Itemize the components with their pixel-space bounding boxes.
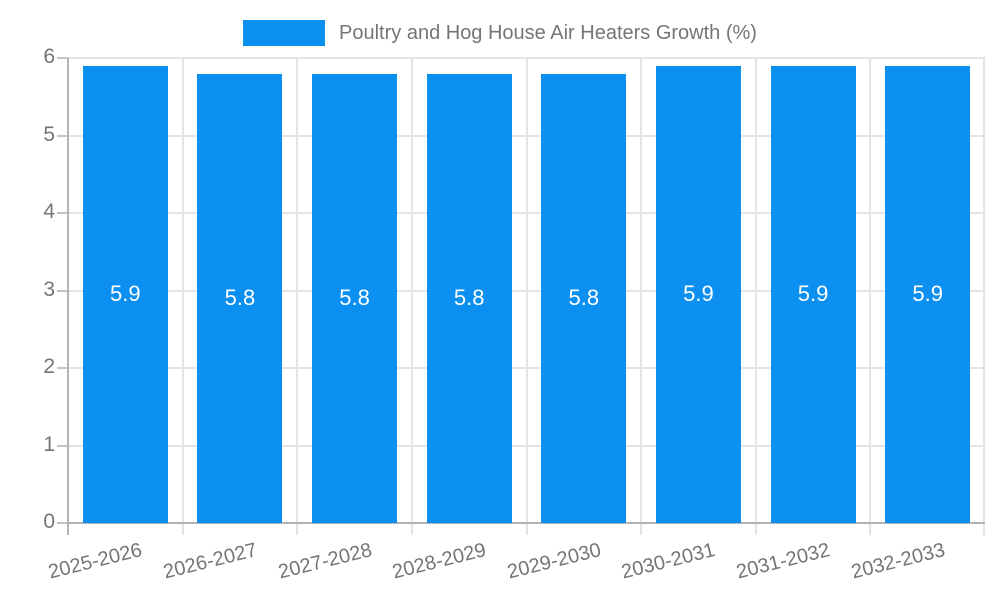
bar-value-label: 5.8: [339, 285, 370, 311]
bar-value-label: 5.8: [224, 285, 256, 311]
bar[interactable]: 5.9: [82, 65, 168, 523]
legend-swatch: [243, 20, 326, 46]
y-tick-mark: [57, 212, 68, 214]
x-axis-line: [67, 522, 985, 524]
bar-value-label: 5.9: [683, 281, 714, 307]
gridline-vertical: [983, 58, 985, 535]
y-tick-label: 0: [43, 510, 55, 533]
y-tick-label: 2: [43, 355, 55, 378]
legend: Poultry and Hog House Air Heaters Growth…: [0, 20, 1000, 46]
bar[interactable]: 5.8: [426, 73, 512, 523]
y-tick-label: 3: [43, 277, 55, 301]
y-tick-label: 6: [43, 45, 55, 68]
y-tick-label: 4: [43, 200, 55, 223]
x-tick-label: 2032-2033: [848, 539, 948, 584]
bar-value-label: 5.9: [110, 281, 141, 307]
bar[interactable]: 5.9: [885, 65, 971, 523]
gridline-vertical: [754, 58, 757, 535]
gridline-vertical: [640, 58, 643, 535]
bar-value-label: 5.8: [453, 285, 485, 311]
x-tick-label: 2027-2028: [275, 539, 374, 584]
y-tick-mark: [57, 367, 68, 369]
x-tick-label: 2030-2031: [619, 539, 718, 584]
y-tick-label: 1: [43, 432, 55, 456]
gridline-vertical: [410, 58, 413, 535]
gridline-vertical: [525, 58, 528, 535]
x-tick-label: 2025-2026: [46, 539, 145, 584]
x-tick-label: 2026-2027: [161, 539, 260, 584]
bar-value-label: 5.9: [912, 281, 943, 307]
x-tick-label: 2029-2030: [504, 539, 604, 584]
bar[interactable]: 5.8: [197, 73, 283, 523]
gridline-vertical: [181, 58, 184, 535]
gridline-vertical: [296, 58, 299, 535]
legend-label: Poultry and Hog House Air Heaters Growth…: [339, 21, 757, 44]
bar-value-label: 5.9: [797, 281, 829, 307]
x-tick-label: 2031-2032: [734, 539, 833, 584]
y-tick-mark: [57, 522, 68, 524]
bar-value-label: 5.8: [568, 285, 600, 311]
legend-item[interactable]: Poultry and Hog House Air Heaters Growth…: [243, 20, 757, 46]
bar[interactable]: 5.8: [312, 73, 398, 523]
x-tick-label: 2028-2029: [390, 539, 489, 584]
y-tick-mark: [57, 289, 68, 292]
bar[interactable]: 5.8: [541, 73, 627, 523]
y-axis-line: [67, 58, 69, 535]
y-tick-mark: [57, 134, 68, 137]
bar[interactable]: 5.9: [770, 65, 856, 523]
bar[interactable]: 5.9: [655, 65, 741, 523]
y-tick-label: 5: [43, 122, 55, 146]
gridline-vertical: [869, 58, 872, 535]
y-tick-mark: [57, 444, 68, 447]
y-tick-mark: [57, 57, 68, 59]
